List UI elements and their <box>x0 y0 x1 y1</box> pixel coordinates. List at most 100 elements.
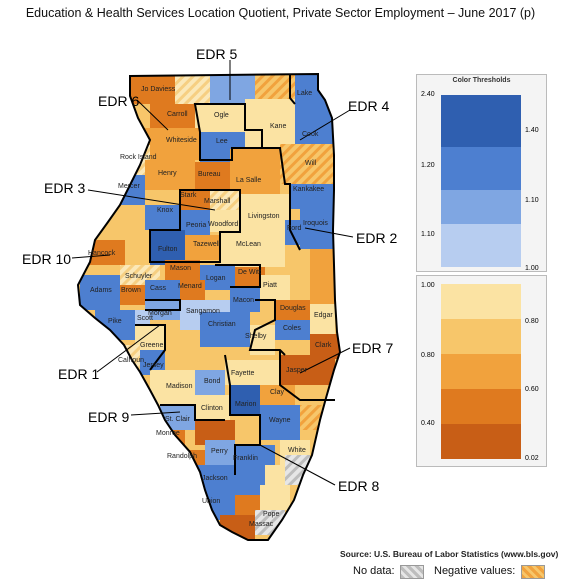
legend-tick: 0.02 <box>525 455 539 462</box>
edr-label-edr2: EDR 2 <box>356 230 398 246</box>
county-label: Jo Daviess <box>141 86 176 93</box>
edr-label-edr9: EDR 9 <box>88 409 130 425</box>
county-label: Randolph <box>167 453 197 460</box>
county-label: McLean <box>236 241 261 248</box>
county-label: Clark <box>315 342 332 349</box>
negative-values-label: Negative values: <box>434 565 516 577</box>
county-label: Shelby <box>245 333 267 340</box>
county-label: Henry <box>158 170 177 177</box>
county-label: Monroe <box>156 430 180 437</box>
legend-tick: 1.10 <box>525 197 539 204</box>
county-bond <box>195 370 225 395</box>
county-label: Jackson <box>202 475 228 482</box>
county-wayne <box>260 405 300 440</box>
county-label: Mercer <box>118 183 140 190</box>
negative-values-swatch <box>521 565 545 579</box>
edr-label-edr3: EDR 3 <box>44 180 86 196</box>
legend-tick: 2.40 <box>421 91 435 98</box>
county-label: Pike <box>108 318 122 325</box>
county-label: Calhoun <box>118 357 145 364</box>
county-label: Bureau <box>198 171 221 178</box>
legend-orange-bar <box>441 284 521 459</box>
edr-label-edr8: EDR 8 <box>338 478 380 494</box>
county-label: Bond <box>204 378 221 385</box>
legend-tick: 0.80 <box>421 352 435 359</box>
county-lake <box>295 74 335 104</box>
county-label: Sangamon <box>186 308 220 315</box>
county-madison <box>150 370 195 405</box>
county-stark <box>180 190 210 210</box>
county-menard <box>180 280 205 300</box>
county-label: Marshall <box>204 198 231 205</box>
edr-label-edr5: EDR 5 <box>196 46 238 62</box>
legend-tick: 0.60 <box>525 386 539 393</box>
county-label: Jasper <box>286 367 308 374</box>
county-label: Rock Island <box>120 154 157 161</box>
county-fayette <box>225 360 280 385</box>
county-label: Fulton <box>158 246 178 253</box>
county-label: Clay <box>270 389 285 396</box>
county-iroquois <box>300 209 335 249</box>
county-label: Edgar <box>314 312 333 319</box>
county-clinton <box>195 395 230 420</box>
county-label: Menard <box>178 283 202 290</box>
legend-tick: 0.80 <box>525 318 539 325</box>
county-label: Hancock <box>88 250 116 257</box>
county-la-salle <box>230 149 280 194</box>
county-label: Schuyler <box>125 273 153 280</box>
edr-label-edr6: EDR 6 <box>98 93 140 109</box>
county-label: Macon <box>233 297 255 304</box>
county-label: Lee <box>216 138 228 145</box>
county-livingston <box>240 194 290 232</box>
no-data-swatch <box>400 565 424 579</box>
county-label: Iroquois <box>303 220 328 227</box>
county-adams <box>80 275 120 310</box>
map-title: Education & Health Services Location Quo… <box>25 6 536 20</box>
county-label: Knox <box>157 207 173 214</box>
county-knox <box>145 205 180 230</box>
county-coles <box>275 320 310 340</box>
legend-tick: 1.00 <box>421 282 435 289</box>
county-label: Woodford <box>208 221 239 228</box>
county-label: Fayette <box>231 370 255 377</box>
county-label: Perry <box>211 448 228 455</box>
edr-boundaries <box>76 72 342 541</box>
county-label: White <box>288 447 306 454</box>
county-christian <box>200 312 250 347</box>
edr-label-edr4: EDR 4 <box>348 98 390 114</box>
county-label: Tazewell <box>193 241 220 248</box>
county-label: De Witt <box>238 269 261 276</box>
county-fulton <box>150 230 185 265</box>
legend-tick: 1.00 <box>525 265 539 272</box>
county-clark <box>310 334 340 359</box>
county-ogle <box>195 104 245 132</box>
legend-orange-panel: 1.00 0.80 0.40 0.80 0.60 0.02 <box>416 275 547 467</box>
county-kankakee <box>290 184 335 209</box>
county-label: Lake <box>297 90 313 97</box>
legend-tick: 1.20 <box>421 162 435 169</box>
county-kane <box>245 99 295 149</box>
county-ford <box>285 220 300 245</box>
county-label: Union <box>202 498 221 505</box>
county-label: Coles <box>283 325 301 332</box>
county-marion <box>230 385 260 415</box>
county-label: Brown <box>121 287 141 294</box>
county-label: Piatt <box>263 282 278 289</box>
county-perry <box>205 440 235 465</box>
edr-label-edr10: EDR 10 <box>22 251 72 267</box>
county-label: Whiteside <box>166 137 197 144</box>
county-edgar <box>310 304 335 334</box>
legend-blue-bar <box>441 95 521 267</box>
county-de-witt <box>235 267 265 287</box>
edr-label-edr7: EDR 7 <box>352 340 394 356</box>
county-label: Madison <box>166 383 193 390</box>
county-label: Cook <box>302 131 319 138</box>
county-label: Franklin <box>233 455 258 462</box>
county-piatt <box>260 275 290 300</box>
county-label: Ogle <box>214 112 229 119</box>
edr-leader-lines <box>71 60 354 486</box>
county-label: Christian <box>208 321 236 328</box>
county-label: Morgan <box>148 310 172 317</box>
county-label: Mason <box>170 265 192 272</box>
